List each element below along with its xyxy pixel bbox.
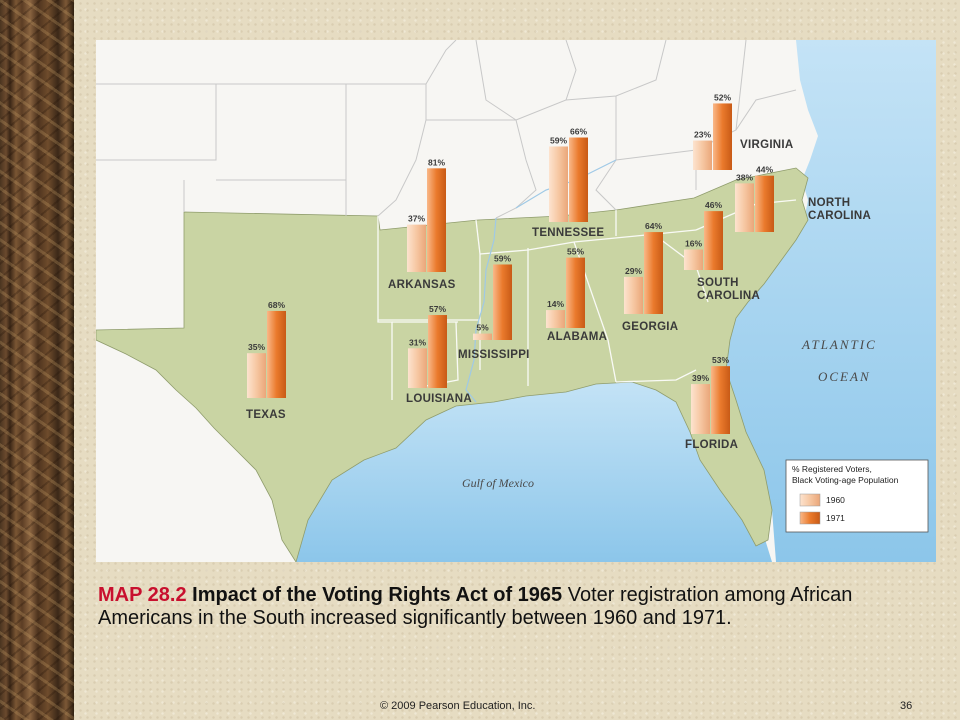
bar-1971-mississippi <box>493 264 512 340</box>
copyright-text: © 2009 Pearson Education, Inc. <box>380 700 536 712</box>
bar-1971-tennessee <box>569 137 588 222</box>
bar-1971-virginia <box>713 103 732 170</box>
pct-label-1971-georgia: 64% <box>645 221 662 231</box>
bar-1971-north-carolina <box>755 175 774 232</box>
bar-1971-georgia <box>644 232 663 314</box>
state-group-alabama: 14% 55% ALABAMA <box>546 247 607 343</box>
legend: % Registered Voters, Black Voting-age Po… <box>785 459 929 533</box>
state-group-arkansas: 37% 81% ARKANSAS <box>388 157 456 291</box>
bar-1960-virginia <box>693 140 712 170</box>
pct-label-1960-georgia: 29% <box>625 266 642 276</box>
voter-bars-layer: 23%52%VIRGINIA38%44%NORTHCAROLINA59%66%T… <box>246 92 871 451</box>
pct-label-1971-texas: 68% <box>268 300 285 310</box>
legend-swatch-1971 <box>799 511 821 525</box>
caption-title: Impact of the Voting Rights Act of 1965 <box>192 584 563 606</box>
state-group-tennessee: 59%66% TENNESSEE <box>532 127 604 239</box>
pct-label-1971-arkansas: 81% <box>428 157 445 167</box>
pct-label-1971-north-carolina: 44% <box>756 165 773 175</box>
map-caption: MAP 28.2 Impact of the Voting Rights Act… <box>98 584 918 630</box>
bar-1971-louisiana <box>428 315 447 388</box>
pct-label-1971-florida: 53% <box>712 355 729 365</box>
legend-swatch-1960 <box>799 493 821 507</box>
state-label-georgia: GEORGIA <box>622 321 678 333</box>
bar-1960-louisiana <box>408 348 427 388</box>
bar-1960-tennessee <box>549 146 568 222</box>
bar-1971-south-carolina <box>704 211 723 270</box>
state-label-north-carolina: CAROLINA <box>808 210 871 222</box>
bar-1971-florida <box>711 366 730 434</box>
state-group-louisiana: 31% 57% LOUISIANA <box>406 304 472 405</box>
state-label-arkansas: ARKANSAS <box>388 279 456 291</box>
pct-label-1960-south-carolina: 16% <box>685 239 702 249</box>
northern-boundaries <box>96 40 797 219</box>
bar-1971-alabama <box>566 257 585 328</box>
pct-label-1971-louisiana: 57% <box>429 304 446 314</box>
state-label-south-carolina: SOUTH <box>697 277 739 289</box>
bar-1960-georgia <box>624 276 643 314</box>
pct-label-1971-mississippi: 59% <box>494 253 511 263</box>
pct-label-1960-virginia: 23% <box>694 130 711 140</box>
state-group-georgia: 29% 64% GEORGIA <box>622 221 678 333</box>
pct-label-1971-tennessee: 66% <box>570 127 587 137</box>
pct-label-1960-louisiana: 31% <box>409 337 426 347</box>
gulf-label: Gulf of Mexico <box>462 476 534 490</box>
state-group-florida: 39%53% FLORIDA <box>685 355 738 451</box>
bar-1971-arkansas <box>427 168 446 272</box>
pct-label-1960-north-carolina: 38% <box>736 172 753 182</box>
pct-label-1971-south-carolina: 46% <box>705 200 722 210</box>
state-label-louisiana: LOUISIANA <box>406 393 472 405</box>
caption-map-number: MAP 28.2 <box>98 584 187 606</box>
pct-label-1971-virginia: 52% <box>714 92 731 102</box>
legend-title-2: Black Voting-age Population <box>792 475 899 485</box>
atlantic-ocean <box>726 40 936 562</box>
slide-footer: © 2009 Pearson Education, Inc. 36 <box>0 700 960 720</box>
state-group-mississippi: 5% 59% MISSISSIPPI <box>458 253 530 361</box>
page-number: 36 <box>900 700 913 712</box>
pct-label-1960-florida: 39% <box>692 373 709 383</box>
pct-label-1960-arkansas: 37% <box>408 214 425 224</box>
state-label-virginia: VIRGINIA <box>740 139 794 151</box>
bar-1960-alabama <box>546 310 565 328</box>
voting-rights-map: ATLANTIC OCEAN Gulf of Mexico 23% 52% VIRG… <box>96 40 936 562</box>
state-label-north-carolina: NORTH <box>808 197 850 209</box>
state-label-tennessee: TENNESSEE <box>532 227 604 239</box>
caption-body: Voter registration among African America… <box>98 584 853 629</box>
state-label-texas: TEXAS <box>246 409 286 421</box>
bar-1960-south-carolina <box>684 249 703 270</box>
decorative-wood-border <box>0 0 74 720</box>
legend-title-1: % Registered Voters, <box>792 464 872 474</box>
pct-label-1960-alabama: 14% <box>547 299 564 309</box>
state-group-texas: 35% 68% TEXAS <box>246 300 286 421</box>
bar-1971-texas <box>267 310 286 398</box>
bar-1960-texas <box>247 353 266 398</box>
state-label-florida: FLORIDA <box>685 439 738 451</box>
state-label-mississippi: MISSISSIPPI <box>458 349 530 361</box>
legend-label-1971: 1971 <box>826 513 845 523</box>
pct-label-1971-alabama: 55% <box>567 247 584 257</box>
bar-1960-north-carolina <box>735 183 754 232</box>
ocean-label: OCEAN <box>818 369 871 384</box>
bar-1960-arkansas <box>407 224 426 272</box>
state-label-south-carolina: CAROLINA <box>697 290 760 302</box>
gulf-of-mexico <box>296 380 772 562</box>
southern-states-region <box>96 167 809 562</box>
pct-label-1960-texas: 35% <box>248 342 265 352</box>
state-group-virginia: 23% 52% VIRGINIA <box>693 92 794 170</box>
legend-label-1960: 1960 <box>826 495 845 505</box>
bar-1960-florida <box>691 384 710 434</box>
pct-label-1960-mississippi: 5% <box>476 323 489 333</box>
state-label-alabama: ALABAMA <box>547 331 607 343</box>
pct-label-1960-tennessee: 59% <box>550 135 567 145</box>
bar-1960-mississippi <box>473 333 492 340</box>
atlantic-label: ATLANTIC <box>801 337 877 352</box>
